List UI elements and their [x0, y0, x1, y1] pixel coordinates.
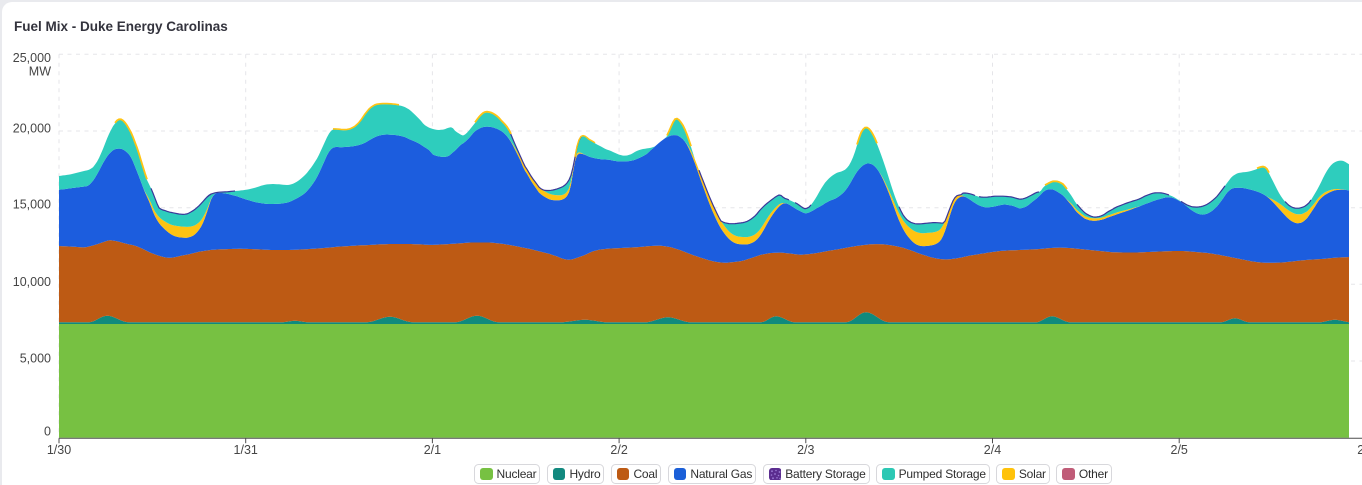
svg-text:2/6: 2/6	[1357, 443, 1362, 457]
svg-text:0: 0	[44, 425, 51, 439]
svg-text:5,000: 5,000	[20, 352, 51, 366]
svg-text:2/3: 2/3	[797, 443, 814, 457]
svg-text:10,000: 10,000	[13, 275, 51, 289]
svg-text:1/31: 1/31	[234, 443, 258, 457]
svg-text:25,000: 25,000	[13, 51, 51, 65]
svg-text:1/30: 1/30	[47, 443, 71, 457]
svg-text:20,000: 20,000	[13, 121, 51, 135]
svg-text:MW: MW	[29, 64, 51, 78]
svg-text:2/1: 2/1	[424, 443, 441, 457]
svg-text:15,000: 15,000	[13, 197, 51, 211]
svg-text:2/4: 2/4	[984, 443, 1001, 457]
svg-text:2/2: 2/2	[610, 443, 627, 457]
svg-text:2/5: 2/5	[1171, 443, 1188, 457]
